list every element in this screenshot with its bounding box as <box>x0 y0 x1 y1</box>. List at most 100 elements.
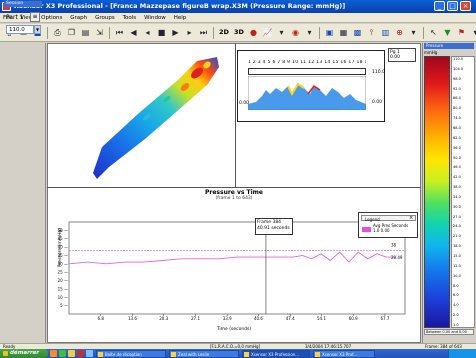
dropdown-icon[interactable]: ▾ <box>411 28 416 37</box>
messenger-icon[interactable] <box>59 350 66 357</box>
dropdown-icon[interactable]: ▾ <box>279 28 284 37</box>
sensor-icon[interactable]: ▥ <box>381 28 390 37</box>
frame-readout-label: Frame 384 <box>257 220 282 225</box>
pointer-icon[interactable]: ↖ <box>430 28 437 37</box>
colorbar-tick-label: 1.0 <box>453 323 459 327</box>
status-frame: Frame: 384 of 643 <box>425 344 462 349</box>
target-icon[interactable]: ⊕ <box>396 28 403 37</box>
status-bar: Ready [F.L.R.A.C.O.=0,0 mmHg] 3/4/2004 1… <box>0 343 476 349</box>
folder-icon[interactable] <box>68 350 75 357</box>
pressure-time-chart[interactable]: 50 —45 —40 —35 —30 —25 —20 —15 —10 —5 — … <box>47 200 421 326</box>
colorbar-tick-label: 56.0 <box>453 145 461 150</box>
legend-close-icon[interactable]: × <box>409 215 414 221</box>
right-value-label: 38 <box>391 242 397 247</box>
play-icon[interactable]: ▶ <box>172 28 179 37</box>
toolbar-separator <box>47 26 48 39</box>
media-icon[interactable] <box>77 350 84 357</box>
colorbar-tick-label: 24.0 <box>453 224 461 229</box>
browser-icon[interactable] <box>50 350 57 357</box>
mail-icon <box>98 351 103 357</box>
session-panel <box>0 43 46 343</box>
menu-help[interactable]: Help <box>173 15 187 21</box>
menu-file[interactable]: File <box>3 15 13 21</box>
menu-groups[interactable]: Groups <box>95 15 115 21</box>
profile-tick-labels: 1 2 3 4 5 6 7 8 9 10 11 12 13 14 15 16 1… <box>248 60 366 65</box>
right-value-label: 28.49 <box>391 255 403 260</box>
window-title: Xsensor X3 Professional - [Franca Mazzep… <box>0 0 476 13</box>
marker-icon[interactable]: ⚑ <box>457 28 466 37</box>
colorbar-tick-label: 74.0 <box>453 116 461 121</box>
pressure-map[interactable] <box>47 43 235 187</box>
dropdown-icon[interactable]: ▾ <box>307 28 312 37</box>
system-tray[interactable] <box>448 349 476 358</box>
pressure-hotspots <box>142 61 211 121</box>
toolbar-separator <box>319 26 320 39</box>
zoom-select[interactable]: 110.0 <box>6 25 34 34</box>
colorbar-tick-label: 62.0 <box>453 135 461 140</box>
profile-peak <box>307 84 321 95</box>
first-frame-icon[interactable]: ⏮ <box>115 28 124 37</box>
view-3d-button[interactable]: 3D <box>234 28 244 36</box>
record-icon[interactable]: ● <box>250 28 257 37</box>
stop-icon[interactable]: ■ <box>157 28 166 37</box>
y-tick-label: 30 — <box>58 261 68 266</box>
task-xsensor-2-label: Xsensor X3 Prof... <box>322 351 358 357</box>
menu-tools[interactable]: Tools <box>122 15 137 21</box>
menu-window[interactable]: Window <box>144 15 166 21</box>
colorbar-ticks: 110.0 104.0 98.0 92.0 86.0 80.0 74.0 68.0 62.0 56… <box>451 56 475 328</box>
start-button[interactable]: démarrer <box>0 349 48 358</box>
colorbar-unit: mmHg <box>424 50 438 55</box>
y-tick-label: 35 — <box>58 253 68 258</box>
grid-icon[interactable]: ▦ <box>339 28 348 37</box>
export-icon[interactable]: ⇲ <box>96 28 103 37</box>
xsensor-app-icon <box>244 351 249 357</box>
colorbar-tick-label: 104.0 <box>453 66 464 71</box>
rewind-icon[interactable]: ◂ <box>145 28 150 37</box>
contour-icon[interactable]: ◉ <box>292 28 299 37</box>
x-tick-label: 20.3 <box>159 316 168 321</box>
y-tick-label: 5 — <box>60 303 68 308</box>
legend-swatch <box>362 227 371 232</box>
status-date: 3/4/2004 17:46:15.707 <box>305 344 352 349</box>
last-frame-icon[interactable]: ⏭ <box>199 28 208 37</box>
toolbar-separator <box>109 26 110 39</box>
chart-title: Pressure vs Time <box>205 189 263 196</box>
palette-icon[interactable]: ▩ <box>353 28 362 37</box>
image-icon[interactable]: ▤ <box>81 28 90 37</box>
colorbar-tick-label: 27.0 <box>453 214 461 219</box>
print-icon[interactable]: ⎙ <box>54 28 61 37</box>
pane-divider-vertical[interactable] <box>235 43 236 188</box>
colorbar-tick-label: 46.0 <box>453 165 461 170</box>
view-2d-button[interactable]: 2D <box>219 28 229 36</box>
task-inbox[interactable]: Boîte de réception <box>96 349 166 358</box>
chevron-down-icon[interactable]: ▼ <box>34 25 41 34</box>
next-frame-icon[interactable]: ▸ <box>187 28 192 37</box>
task-xsensor-2[interactable]: Xsensor X3 Prof... <box>313 349 375 358</box>
profile-max-value: 110.0 <box>372 70 385 75</box>
chart-legend[interactable]: Legend × Avg Pres Seconds 1.0 0.00 <box>358 212 418 238</box>
task-zeal[interactable]: Zeal with Leslie <box>169 349 239 358</box>
menu-view[interactable]: View <box>20 15 34 21</box>
graph-icon[interactable]: 📈 <box>262 28 273 37</box>
previous-frame-icon[interactable]: ◀ <box>130 28 137 37</box>
document-icon <box>171 351 176 357</box>
minimize-button[interactable]: _ <box>434 1 445 11</box>
menu-graph[interactable]: Graph <box>70 15 88 21</box>
filter-icon[interactable]: ▼ <box>444 28 451 37</box>
task-xsensor-1[interactable]: Xsensor X3 Profession... <box>242 349 310 358</box>
part-options-button[interactable]: ≡ <box>30 12 40 22</box>
page-readout: Pg 1 0.00 <box>388 48 416 62</box>
display-icon[interactable]: ▣ <box>325 28 334 37</box>
thermometer-icon[interactable]: ⫯ <box>369 28 374 37</box>
dropdown-icon[interactable]: ▾ <box>469 26 476 39</box>
menu-options[interactable]: Options <box>41 15 63 21</box>
y-tick-label: 15 — <box>58 286 68 291</box>
close-button[interactable]: × <box>460 1 471 11</box>
colorbar-tick-label: 110.0 <box>453 57 464 61</box>
copy-icon[interactable]: ❐ <box>67 28 76 37</box>
pressure-colorbar[interactable] <box>424 56 450 328</box>
profile-area <box>248 84 366 110</box>
maximize-button[interactable]: □ <box>447 1 458 11</box>
pane-divider-horizontal[interactable] <box>47 187 421 188</box>
desktop-icon[interactable] <box>86 350 93 357</box>
